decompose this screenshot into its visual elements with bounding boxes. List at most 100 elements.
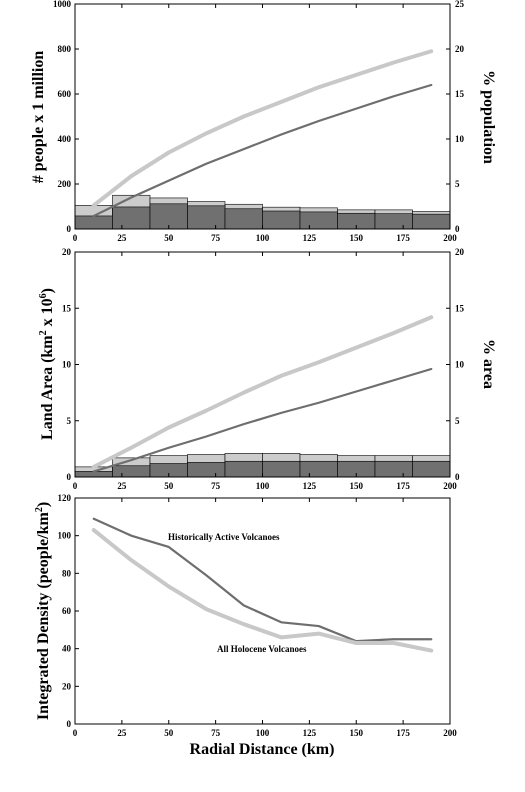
density-x-label: Radial Distance (km): [190, 741, 335, 758]
population-panel: 0 25 50 75 100 125 150 175 200 02004006008001000…: [30, 0, 497, 243]
population-y-ticks-right: 0 5 10 15 20 25: [446, 0, 465, 234]
land-area-y-ticks-right: 0 5 10 15 20: [446, 247, 465, 482]
x-tick-label: 0: [73, 728, 78, 738]
land-area-x-ticks: 0 25 50 75 100 125 150 175 200: [73, 252, 457, 491]
y-right-tick-label: 25: [455, 0, 465, 9]
y-right-tick-label: 5: [455, 416, 460, 426]
bar-dark: [299, 211, 338, 230]
x-tick-label: 100: [256, 728, 270, 738]
land-area-panel: 0 25 50 75 100 125 150 175 200 0 5 10 15 20 0 5 10 15 20…: [38, 247, 497, 491]
density-y-label: Integrated Density (people/km2): [34, 502, 52, 720]
y-tick-label: 80: [62, 568, 72, 578]
population-y-ticks-left: 0 200 400 600 800 1000: [53, 0, 79, 234]
bar-dark: [299, 460, 338, 478]
bar-dark: [224, 208, 263, 230]
series-line-dark: [92, 83, 433, 218]
series-line-light: [91, 315, 434, 469]
bar-dark: [374, 460, 413, 478]
bar-dark: [262, 210, 301, 230]
land-area-y-label-left: Land Area (km2 x 106): [38, 288, 56, 440]
x-tick-label: 200: [443, 728, 457, 738]
population-bars-dark: [74, 203, 451, 230]
y-right-tick-label: 0: [455, 472, 460, 482]
y-right-tick-label: 20: [455, 247, 465, 257]
bar-dark: [74, 215, 113, 230]
x-tick-label: 175: [396, 233, 410, 243]
y-right-tick-label: 10: [455, 134, 465, 144]
series-line-dark: [92, 517, 433, 643]
x-tick-label: 25: [117, 481, 127, 491]
land-area-lines: [91, 315, 434, 473]
bar-dark: [374, 213, 413, 230]
x-tick-label: 75: [211, 481, 221, 491]
y-right-tick-label: 15: [455, 89, 465, 99]
y-tick-label: 600: [58, 89, 72, 99]
land-area-y-ticks-left: 0 5 10 15 20: [62, 247, 79, 482]
y-tick-label: 100: [58, 531, 72, 541]
x-tick-label: 200: [443, 481, 457, 491]
series-line-dark: [92, 367, 433, 473]
bar-dark: [412, 460, 451, 478]
land-area-plot-frame: [74, 251, 451, 478]
y-tick-label: 120: [58, 493, 72, 503]
y-tick-label: 200: [58, 179, 72, 189]
x-tick-label: 125: [303, 481, 317, 491]
y-right-tick-label: 0: [455, 224, 460, 234]
x-tick-label: 100: [256, 233, 270, 243]
x-tick-label: 175: [396, 481, 410, 491]
x-tick-label: 25: [117, 728, 127, 738]
population-x-ticks: 0 25 50 75 100 125 150 175 200: [73, 4, 457, 243]
population-y-label-left: # people x 1 million: [30, 51, 47, 184]
x-tick-label: 0: [73, 481, 78, 491]
y-tick-label: 1000: [53, 0, 72, 9]
y-tick-label: 20: [62, 247, 72, 257]
y-tick-label: 10: [62, 360, 72, 370]
x-tick-label: 50: [164, 728, 174, 738]
y-tick-label: 0: [67, 719, 72, 729]
y-tick-label: 400: [58, 134, 72, 144]
x-tick-label: 150: [350, 481, 364, 491]
x-tick-label: 125: [303, 233, 317, 243]
y-tick-label: 800: [58, 44, 72, 54]
y-tick-label: 0: [67, 224, 72, 234]
land-area-y-label-right: % area: [480, 339, 497, 389]
annotation-historically-active: Historically Active Volcanoes: [168, 532, 280, 542]
x-tick-label: 150: [350, 233, 364, 243]
y-right-tick-label: 20: [455, 44, 465, 54]
annotation-all-holocene: All Holocene Volcanoes: [217, 644, 307, 654]
y-tick-label: 20: [62, 681, 72, 691]
x-tick-label: 150: [350, 728, 364, 738]
x-tick-label: 200: [443, 233, 457, 243]
bar-dark: [224, 460, 263, 478]
y-right-tick-label: 5: [455, 179, 460, 189]
x-tick-label: 75: [211, 728, 221, 738]
x-tick-label: 0: [73, 233, 78, 243]
y-tick-label: 40: [62, 644, 72, 654]
density-y-ticks: 0 20 40 60 80 100 120: [58, 493, 79, 729]
density-lines: [91, 517, 434, 653]
x-tick-label: 50: [164, 481, 174, 491]
y-tick-label: 15: [62, 303, 72, 313]
bar-dark: [112, 465, 151, 478]
density-panel: 0 25 50 75 100 125 150 175 200 0 20 40 60 80 100 120 I…: [34, 493, 457, 758]
bar-dark: [112, 206, 151, 230]
y-tick-label: 60: [62, 606, 72, 616]
x-tick-label: 75: [211, 233, 221, 243]
x-tick-label: 175: [396, 728, 410, 738]
x-tick-label: 25: [117, 233, 127, 243]
series-line-light: [91, 528, 434, 653]
population-lines: [91, 49, 434, 218]
bar-dark: [187, 205, 226, 230]
x-tick-label: 100: [256, 481, 270, 491]
y-tick-label: 5: [67, 416, 72, 426]
y-right-tick-label: 15: [455, 303, 465, 313]
density-x-ticks: 0 25 50 75 100 125 150 175 200: [73, 498, 457, 738]
series-line-light: [91, 49, 434, 208]
y-right-tick-label: 10: [455, 360, 465, 370]
y-tick-label: 0: [67, 472, 72, 482]
bar-dark: [187, 462, 226, 478]
population-y-label-right: % population: [480, 70, 497, 164]
x-tick-label: 125: [303, 728, 317, 738]
bar-dark: [412, 213, 451, 230]
